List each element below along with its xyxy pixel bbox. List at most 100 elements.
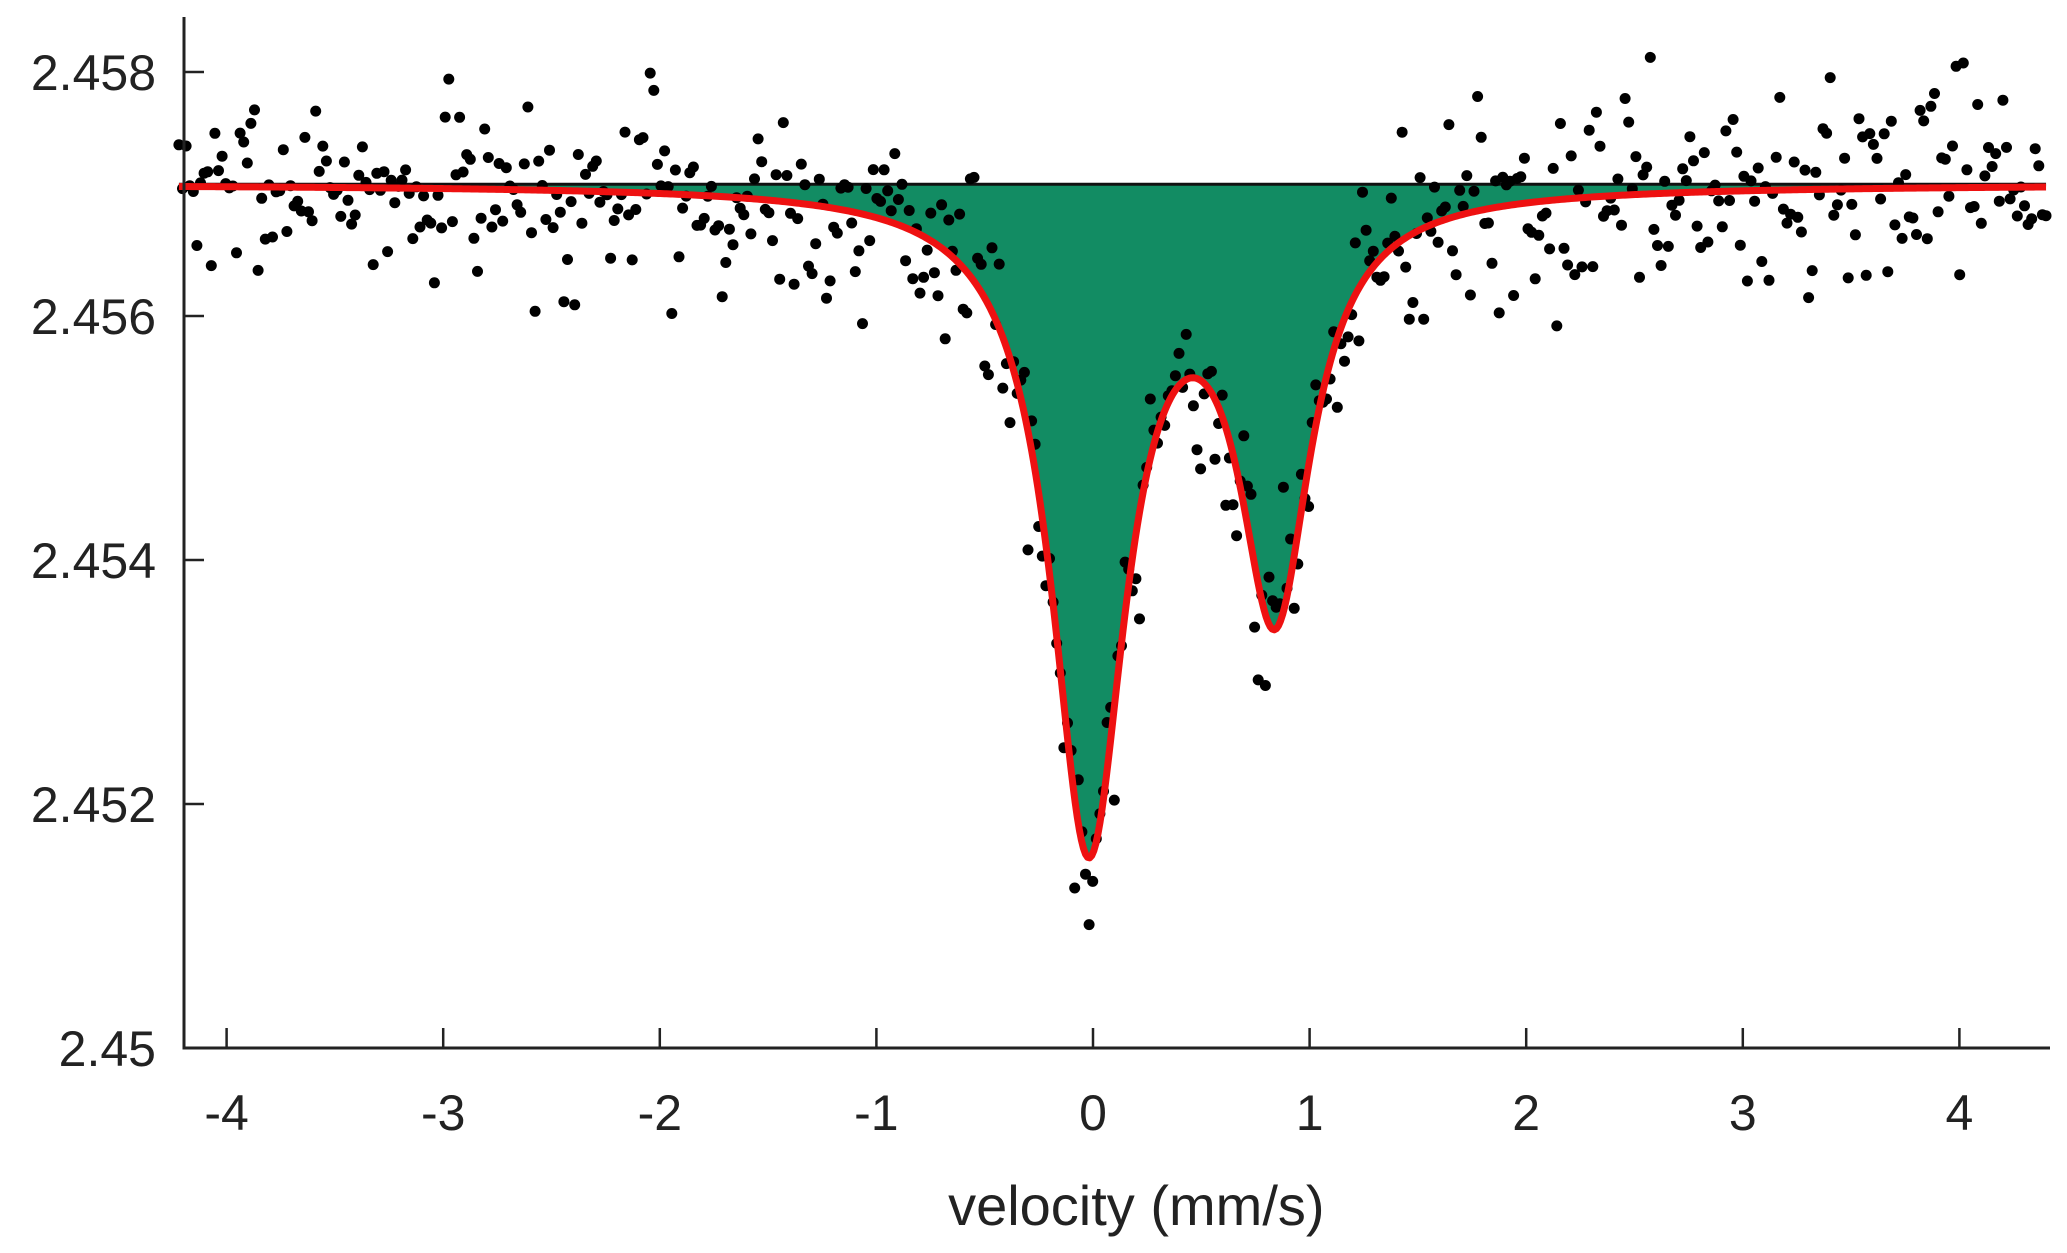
data-point xyxy=(662,181,674,193)
data-point xyxy=(1173,347,1185,359)
fit-curve xyxy=(177,183,2048,862)
data-point xyxy=(1385,192,1397,204)
data-point xyxy=(727,239,739,251)
data-point xyxy=(1619,93,1631,104)
data-point xyxy=(303,206,314,218)
data-point xyxy=(1975,217,1987,229)
data-point xyxy=(1724,195,1735,206)
data-point xyxy=(1443,119,1455,131)
data-point xyxy=(1004,417,1016,429)
data-point xyxy=(497,215,509,227)
data-point xyxy=(241,157,253,169)
data-point xyxy=(515,206,527,218)
data-point xyxy=(813,173,825,185)
data-point xyxy=(1608,204,1620,216)
data-point xyxy=(562,254,573,265)
data-point xyxy=(385,174,397,186)
data-point xyxy=(644,67,656,79)
data-point xyxy=(1464,289,1476,301)
data-point xyxy=(400,164,412,176)
data-point xyxy=(997,382,1009,394)
data-point xyxy=(1590,106,1602,118)
data-point xyxy=(1288,602,1300,614)
data-point xyxy=(936,199,948,211)
data-point xyxy=(648,84,660,96)
data-point xyxy=(968,171,980,183)
data-point xyxy=(1245,488,1257,500)
data-point xyxy=(425,217,437,229)
data-point xyxy=(716,291,728,303)
data-point xyxy=(1612,173,1624,185)
data-point xyxy=(1562,259,1574,271)
data-point xyxy=(1554,118,1566,129)
data-point xyxy=(979,360,991,372)
data-point xyxy=(1652,240,1663,251)
data-point xyxy=(2033,160,2045,172)
data-point xyxy=(1576,261,1588,273)
data-point xyxy=(651,158,663,170)
data-point xyxy=(277,144,289,156)
data-point xyxy=(346,218,358,230)
data-point xyxy=(781,170,793,181)
data-point xyxy=(1529,273,1541,285)
data-point xyxy=(216,150,228,162)
data-point xyxy=(774,273,786,285)
data-point xyxy=(482,152,494,163)
data-point xyxy=(1720,125,1732,137)
data-point xyxy=(205,260,217,272)
x-tick-label: -4 xyxy=(204,1085,248,1141)
data-point xyxy=(1277,481,1289,493)
data-point xyxy=(267,231,278,243)
data-point xyxy=(806,268,818,280)
data-point xyxy=(428,277,440,289)
data-point xyxy=(209,127,221,139)
data-point xyxy=(432,189,444,201)
data-point xyxy=(1378,271,1390,283)
data-point xyxy=(1551,320,1563,332)
data-point xyxy=(745,228,757,240)
data-point xyxy=(1788,156,1800,168)
data-point xyxy=(821,292,832,304)
data-point xyxy=(914,287,926,299)
data-point xyxy=(1688,155,1699,167)
data-point xyxy=(975,258,987,270)
data-point xyxy=(1353,335,1365,347)
data-point xyxy=(1677,163,1689,175)
data-point xyxy=(1547,162,1559,174)
data-point xyxy=(292,195,304,207)
data-point xyxy=(1439,201,1451,213)
data-point xyxy=(2004,193,2016,205)
x-tick-label: 2 xyxy=(1512,1085,1540,1141)
data-point xyxy=(1518,152,1530,164)
data-point xyxy=(281,226,293,237)
data-point xyxy=(767,235,778,247)
data-point xyxy=(580,168,591,180)
data-point xyxy=(1792,211,1804,223)
data-point xyxy=(443,73,455,85)
data-point xyxy=(1932,206,1944,218)
data-point xyxy=(1972,99,1984,110)
data-point xyxy=(878,164,890,176)
data-point xyxy=(436,222,448,234)
data-point xyxy=(907,273,919,285)
data-point xyxy=(382,246,394,258)
data-point xyxy=(414,221,426,233)
data-point xyxy=(900,255,912,267)
data-point xyxy=(396,174,408,186)
data-point xyxy=(1069,882,1081,894)
data-point xyxy=(594,196,606,208)
data-point xyxy=(1659,175,1671,187)
data-point xyxy=(993,258,1005,270)
data-point xyxy=(572,149,584,160)
data-point xyxy=(2029,143,2041,155)
absorption-fill-area xyxy=(178,184,2047,858)
data-point xyxy=(1310,379,1322,391)
data-point xyxy=(669,164,681,176)
data-point xyxy=(540,214,552,225)
data-point xyxy=(1907,212,1919,224)
data-point xyxy=(1698,147,1710,159)
data-point xyxy=(770,169,782,181)
y-tick-label: 2.456 xyxy=(31,289,156,345)
data-point xyxy=(626,254,638,266)
data-point xyxy=(191,240,203,251)
